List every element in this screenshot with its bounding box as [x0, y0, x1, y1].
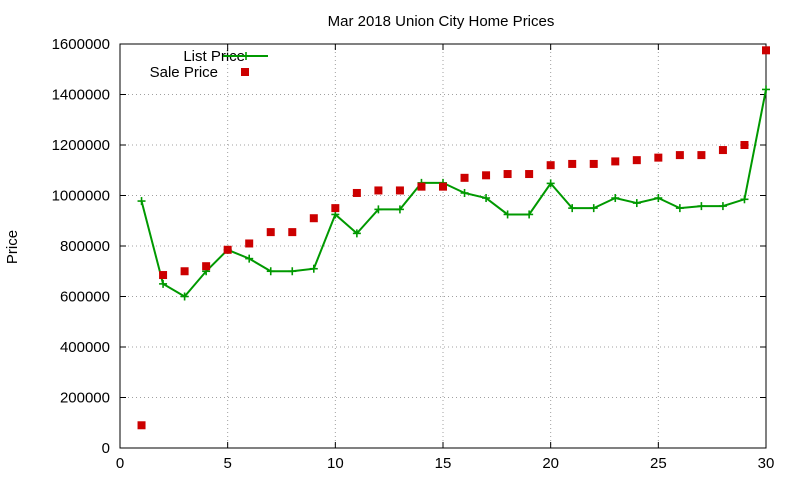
y-tick-label: 1600000 — [52, 36, 110, 53]
series-list-price — [137, 85, 770, 301]
data-point-list-price — [718, 202, 727, 211]
y-tick-label: 1000000 — [52, 188, 110, 205]
x-tick-label: 0 — [116, 455, 124, 472]
data-point-sale-price — [159, 271, 168, 280]
grid — [120, 44, 766, 448]
data-point-list-price — [675, 204, 684, 213]
data-point-sale-price — [223, 245, 232, 254]
x-tick-label: 20 — [542, 455, 559, 472]
data-point-list-price — [611, 194, 620, 203]
data-point-sale-price — [417, 182, 426, 191]
legend: List Price Sale Price — [150, 48, 268, 81]
data-point-sale-price — [589, 159, 598, 168]
x-tick-labels: 0 5 10 15 20 25 30 — [116, 455, 775, 472]
data-point-sale-price — [632, 156, 641, 165]
y-tick-label: 600000 — [60, 289, 110, 306]
legend-marker-list-price — [242, 52, 250, 60]
y-tick-label: 0 — [102, 440, 110, 457]
data-point-sale-price — [740, 141, 749, 149]
legend-plus-marker — [242, 52, 250, 60]
data-point-list-price — [740, 195, 749, 204]
data-point-sale-price — [697, 151, 706, 160]
x-tick-label: 10 — [327, 455, 344, 472]
data-point-list-price — [395, 205, 404, 214]
data-point-sale-price — [525, 170, 534, 179]
x-tick-label: 15 — [435, 455, 452, 472]
data-point-sale-price — [180, 267, 189, 276]
series-sale-price — [137, 46, 770, 430]
data-point-list-price — [503, 210, 512, 219]
x-tick-label: 25 — [650, 455, 667, 472]
data-point-list-price — [137, 197, 146, 206]
y-tick-label: 1400000 — [52, 87, 110, 104]
data-point-sale-price — [331, 204, 340, 213]
data-point-list-price — [762, 85, 770, 94]
series-line-list-price — [140, 89, 767, 298]
data-point-list-price — [266, 267, 275, 276]
data-point-list-price — [288, 267, 297, 276]
data-point-list-price — [568, 204, 577, 213]
y-tick-label: 1200000 — [52, 137, 110, 154]
data-point-list-price — [159, 279, 168, 288]
data-point-sale-price — [137, 421, 146, 430]
data-point-sale-price — [395, 186, 404, 195]
data-point-list-price — [180, 292, 189, 301]
data-point-sale-price — [266, 228, 275, 237]
data-point-sale-price — [611, 157, 620, 166]
data-point-list-price — [352, 229, 361, 238]
legend-swatch-sale-price — [241, 68, 249, 76]
data-point-list-price — [460, 188, 469, 197]
data-point-sale-price — [762, 46, 770, 55]
y-tick-label: 400000 — [60, 339, 110, 356]
y-tick-label: 800000 — [60, 238, 110, 255]
data-point-list-price — [589, 204, 598, 213]
data-point-list-price — [525, 210, 534, 219]
legend-label-sale-price: Sale Price — [150, 64, 218, 81]
x-tick-label: 30 — [758, 455, 775, 472]
data-point-sale-price — [460, 173, 469, 182]
data-point-list-price — [632, 199, 641, 208]
y-axis-label: Price — [4, 230, 21, 264]
data-point-sale-price — [288, 228, 297, 237]
data-point-sale-price — [352, 188, 361, 197]
data-point-sale-price — [675, 151, 684, 160]
axis-ticks — [119, 43, 767, 449]
legend-label-list-price: List Price — [183, 48, 245, 65]
data-point-list-price — [546, 179, 555, 188]
data-point-sale-price — [309, 214, 318, 223]
data-point-list-price — [482, 194, 491, 203]
data-point-sale-price — [654, 153, 663, 162]
data-point-sale-price — [439, 182, 447, 191]
data-point-list-price — [245, 254, 254, 263]
data-point-sale-price — [482, 171, 491, 180]
y-tick-labels: 0 200000 400000 600000 800000 1000000 1200000 1… — [52, 36, 110, 457]
data-point-sale-price — [718, 146, 727, 155]
chart-title: Mar 2018 Union City Home Prices — [328, 13, 555, 30]
data-point-list-price — [697, 202, 706, 211]
data-point-list-price — [374, 205, 383, 214]
data-point-list-price — [654, 194, 663, 203]
data-point-sale-price — [503, 170, 512, 179]
x-tick-label: 5 — [223, 455, 231, 472]
y-tick-label: 200000 — [60, 390, 110, 407]
data-point-sale-price — [374, 186, 383, 195]
data-point-sale-price — [546, 161, 555, 170]
data-point-sale-price — [245, 239, 254, 248]
data-point-sale-price — [202, 262, 211, 271]
data-point-sale-price — [568, 159, 577, 168]
data-point-list-price — [309, 264, 318, 273]
series — [137, 46, 770, 430]
